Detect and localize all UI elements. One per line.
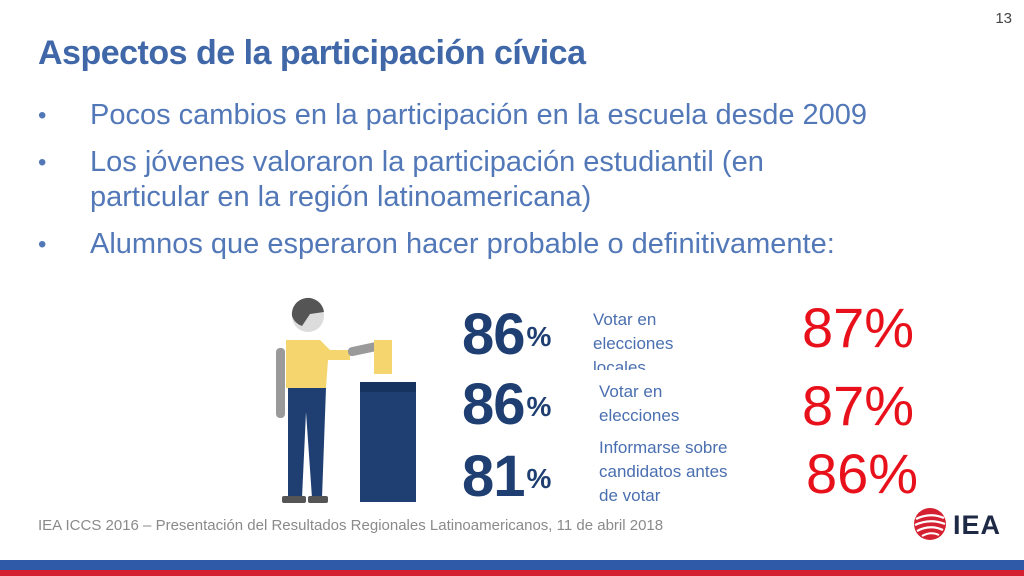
slide-number: 13 [995, 10, 1012, 27]
bullet-text: Los jóvenes valoraron la participación e… [90, 146, 764, 178]
footer-bar-red [0, 570, 1024, 576]
stat-unit: % [526, 463, 552, 494]
footer-bar-blue [0, 560, 1024, 570]
bullet-dot: • [38, 231, 47, 258]
stat-label-line: Votar en [593, 310, 657, 329]
iea-logo: IEA [910, 506, 1012, 542]
bullet-text: Pocos cambios en la participación en la … [90, 99, 868, 131]
bullet-text-continued: particular en la región latinoamericana) [90, 181, 592, 213]
bullet-dot: • [38, 149, 47, 176]
stat-number: 81 [462, 444, 526, 509]
bullet-item: • Los jóvenes valoraron la participación… [38, 145, 998, 215]
stat-value: 86% [462, 376, 551, 434]
stat-label: Informarse sobre candidatos antes de vot… [599, 436, 728, 508]
stat-label: Votar en elecciones locales [593, 308, 673, 370]
voter-ballot-box-icon [276, 297, 416, 503]
stat-unit: % [526, 391, 552, 422]
stat-label-line: elecciones [593, 334, 674, 353]
bullet-list: • Pocos cambios en la participación en l… [38, 98, 998, 274]
stat-label-line: candidatos antes [599, 462, 728, 481]
stat-label-line: Informarse sobre [599, 438, 728, 457]
bullet-item: • Pocos cambios en la participación en l… [38, 98, 998, 133]
slide-title: Aspectos de la participación cívica [38, 34, 586, 72]
stat-unit: % [526, 321, 552, 352]
stat-number: 86 [462, 372, 526, 437]
stat-label-line: locales [593, 358, 646, 370]
stat-label: Votar en elecciones [599, 380, 679, 428]
regional-value: 86% [806, 442, 919, 505]
stat-label-line: elecciones [599, 406, 680, 425]
bullet-item: • Alumnos que esperaron hacer probable o… [38, 227, 998, 262]
stat-label-line: Votar en [599, 382, 663, 401]
bullet-text: Alumnos que esperaron hacer probable o d… [90, 228, 835, 260]
stat-value: 86% [462, 306, 551, 364]
stat-value: 81% [462, 448, 551, 506]
footer-text: IEA ICCS 2016 – Presentación del Resulta… [38, 517, 664, 534]
regional-value: 87% [802, 296, 915, 359]
globe-icon [914, 508, 946, 540]
regional-value: 87% [802, 374, 915, 437]
logo-text: IEA [953, 510, 1002, 540]
bullet-dot: • [38, 102, 47, 129]
stat-label-line: de votar [599, 486, 661, 505]
stat-number: 86 [462, 302, 526, 367]
